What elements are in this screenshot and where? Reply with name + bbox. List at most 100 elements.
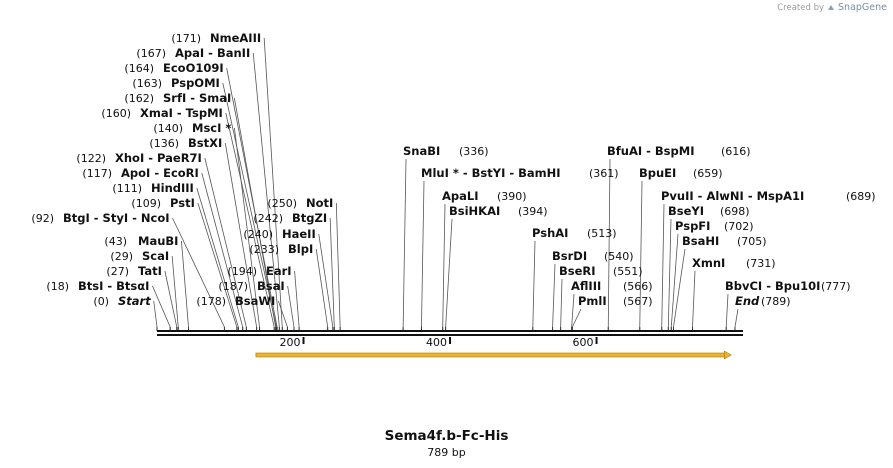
leader-bfuai xyxy=(607,158,611,331)
snapgene-credit: Created by SnapGene xyxy=(777,2,887,13)
leader-pvuii xyxy=(661,203,665,331)
site-position-bpuei: (659) xyxy=(693,167,723,180)
map-length: 789 bp xyxy=(427,446,466,459)
restriction-map: Start (0) BtsI - BtsαI (18) TatI (27) ScaI (29)… xyxy=(31,31,876,360)
site-position-bbvci: (777) xyxy=(821,280,851,293)
site-label-bpuei: BpuEI xyxy=(639,166,676,180)
site-position-bsrdi: (540) xyxy=(604,250,634,263)
site-position-bseyi: (698) xyxy=(720,205,750,218)
site-label-ecoo109i: EcoO109I xyxy=(163,61,224,75)
credit-prefix: Created by xyxy=(777,2,825,13)
site-position-bsawi: (178) xyxy=(196,295,226,308)
site-position-bfuai: (616) xyxy=(721,145,751,158)
site-label-psti: PstI xyxy=(170,196,195,210)
ruler-label-600: 600 xyxy=(573,336,594,349)
leader-btgi xyxy=(172,217,225,331)
site-position-bsai: (187) xyxy=(218,280,248,293)
leader-mlui xyxy=(421,180,425,331)
site-position-apali: (390) xyxy=(497,190,527,203)
leader-lines xyxy=(152,37,739,331)
ruler-label-400: 400 xyxy=(426,336,447,349)
site-position-bstxi: (136) xyxy=(149,137,179,150)
site-label-tati: TatI xyxy=(138,264,162,278)
site-label-end: End xyxy=(735,294,760,308)
site-label-bsawi: BsaWI xyxy=(235,294,275,308)
leader-bsahi xyxy=(673,248,686,331)
site-position-noti: (250) xyxy=(267,197,297,210)
site-position-bsihkai: (394) xyxy=(518,205,548,218)
site-position-btgi: (92) xyxy=(31,212,54,225)
site-position-btsi: (18) xyxy=(46,280,69,293)
ruler-label-200: 200 xyxy=(280,336,301,349)
leader-bbvci xyxy=(725,293,729,331)
site-label-bsahi: BsaHI xyxy=(682,234,719,248)
site-label-btgi: BtgI - StyI - NcoI xyxy=(63,211,170,225)
site-position-nmeaiii: (171) xyxy=(171,32,201,45)
site-label-pmli: PmlI xyxy=(578,294,607,308)
site-label-eari: EarI xyxy=(266,264,292,278)
site-position-psti: (109) xyxy=(131,197,161,210)
map-title: Sema4f.b-Fc-His xyxy=(384,428,509,444)
feature-bar xyxy=(255,352,726,358)
leader-bseri xyxy=(560,278,563,331)
feature-arrowhead xyxy=(724,350,732,360)
site-label-haeii: HaeII xyxy=(282,227,316,241)
leader-bsihkai xyxy=(445,218,453,331)
credit-brand: SnapGene xyxy=(838,2,887,13)
site-position-pvuii: (689) xyxy=(846,190,876,203)
site-label-xhoi: XhoI - PaeR7I xyxy=(115,151,202,165)
site-label-apali: ApaLI xyxy=(442,189,479,203)
site-position-pspfi: (702) xyxy=(724,220,754,233)
site-label-afliii: AflIII xyxy=(571,279,601,293)
site-label-bsai: BsaI xyxy=(257,279,285,293)
site-label-scai: ScaI xyxy=(142,249,169,263)
site-position-blpi: (233) xyxy=(249,243,279,256)
site-position-start: (0) xyxy=(93,295,109,308)
leader-apali xyxy=(442,203,446,331)
site-position-ecoo109i: (164) xyxy=(124,62,154,75)
site-label-apoi: ApoI - EcoRI xyxy=(121,166,199,180)
site-position-msci: (140) xyxy=(153,122,183,135)
site-position-hindiii: (111) xyxy=(112,182,142,195)
map-title-block: Sema4f.b-Fc-His 789 bp xyxy=(0,428,893,459)
site-position-xhoi: (122) xyxy=(76,152,106,165)
site-label-bbvci: BbvCI - Bpu10I xyxy=(725,279,820,293)
site-label-srfi: SrfI - SmaI xyxy=(163,91,231,105)
site-position-haeii: (240) xyxy=(243,228,273,241)
leader-bsawi xyxy=(277,300,288,331)
leader-eari xyxy=(294,270,300,331)
site-label-bsihkai: BsiHKAI xyxy=(449,204,500,218)
site-position-pmli: (567) xyxy=(623,295,653,308)
site-label-xmni: XmnI xyxy=(692,256,725,270)
site-position-snabi: (336) xyxy=(459,145,489,158)
site-position-afliii: (566) xyxy=(623,280,653,293)
site-position-scai: (29) xyxy=(110,250,133,263)
site-label-pshai: PshAI xyxy=(532,226,568,240)
site-label-bstxi: BstXI xyxy=(188,136,222,150)
leader-bsrdi xyxy=(552,263,556,331)
site-label-hindiii: HindIII xyxy=(151,181,194,195)
site-label-xmai: XmaI - TspMI xyxy=(140,106,223,120)
leader-blpi xyxy=(315,248,329,331)
leader-pshai xyxy=(532,240,536,331)
site-position-bseri: (551) xyxy=(613,265,643,278)
leader-start xyxy=(153,300,158,331)
site-label-snabi: SnaBI xyxy=(403,144,440,158)
site-labels: Start (0) BtsI - BtsαI (18) TatI (27) ScaI (29)… xyxy=(31,31,875,308)
site-position-xmai: (160) xyxy=(101,107,131,120)
site-label-btsi: BtsI - BtsαI xyxy=(78,279,149,293)
site-position-pshai: (513) xyxy=(587,227,617,240)
ruler: 200 400 600 xyxy=(280,336,598,349)
leader-tati xyxy=(164,270,178,331)
site-label-blpi: BlpI xyxy=(288,242,313,256)
leader-xmni xyxy=(692,270,696,331)
site-position-eari: (194) xyxy=(227,265,257,278)
site-position-mlui: (361) xyxy=(589,167,619,180)
site-label-bseyi: BseYI xyxy=(668,204,704,218)
site-label-pvuii: PvuII - AlwNI - MspA1I xyxy=(661,189,804,203)
leader-snabi xyxy=(402,158,407,331)
site-position-apai: (167) xyxy=(136,47,166,60)
site-position-apoi: (117) xyxy=(82,167,112,180)
site-label-apai: ApaI - BanII xyxy=(175,46,250,60)
leader-bpuei xyxy=(639,180,643,331)
